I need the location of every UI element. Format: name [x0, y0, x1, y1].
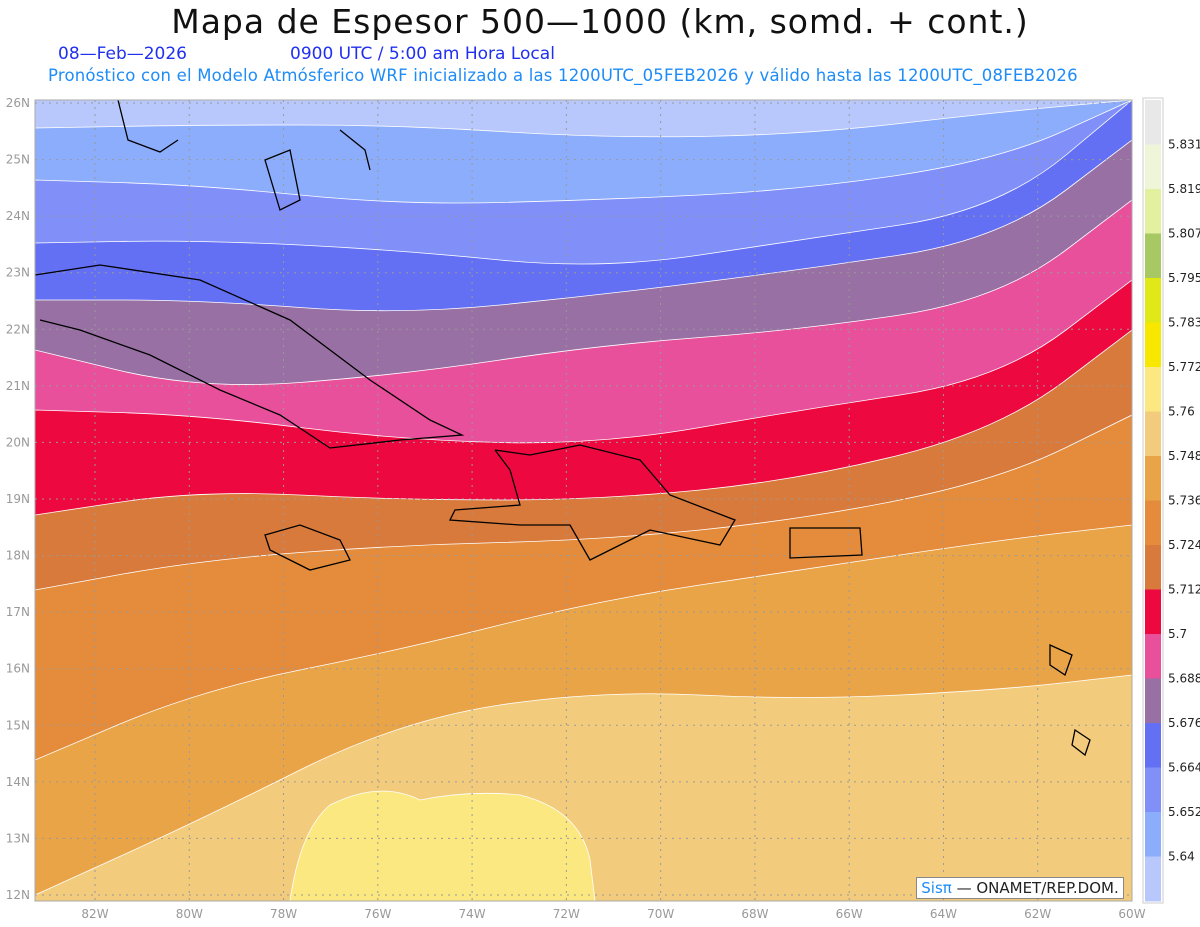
- credit-text: — ONAMET/REP.DOM.: [951, 879, 1119, 897]
- colorbar-swatch: [1145, 456, 1161, 501]
- colorbar-swatch: [1145, 723, 1161, 768]
- colorbar-swatch: [1145, 189, 1161, 234]
- lat-label: 17N: [6, 605, 30, 619]
- colorbar-label: 5.783: [1168, 316, 1200, 330]
- colorbar-swatch: [1145, 100, 1161, 145]
- coastline: [789, 527, 863, 559]
- colorbar-swatch: [1145, 634, 1161, 679]
- colorbar-label: 5.664: [1168, 761, 1200, 775]
- colorbar-swatch: [1145, 678, 1161, 724]
- forecast-time: 0900 UTC / 5:00 am Hora Local: [290, 44, 555, 64]
- lon-label: 62W: [1024, 907, 1051, 921]
- colorbar-swatch: [1145, 500, 1161, 546]
- model-subtitle: Pronóstico con el Modelo Atmósferico WRF…: [48, 66, 1078, 85]
- lon-label: 78W: [270, 907, 297, 921]
- colorbar-swatch: [1145, 144, 1161, 190]
- colorbar-label: 5.772: [1168, 360, 1200, 374]
- coastline: [264, 149, 301, 211]
- lon-label: 66W: [836, 907, 863, 921]
- lon-label: 76W: [364, 907, 391, 921]
- lat-label: 19N: [6, 492, 30, 506]
- colorbar-swatch: [1145, 545, 1161, 590]
- lon-label: 80W: [176, 907, 203, 921]
- colorbar-label: 5.7: [1168, 627, 1187, 641]
- colorbar-swatch: [1145, 589, 1161, 635]
- coastline: [1071, 728, 1091, 757]
- lat-label: 21N: [6, 379, 30, 393]
- lat-label: 25N: [6, 153, 30, 167]
- colorbar-swatch: [1145, 856, 1161, 902]
- lat-label: 20N: [6, 435, 30, 449]
- colorbar-swatch: [1145, 812, 1161, 857]
- thickness-band-5.76: [289, 790, 596, 901]
- lat-label: 13N: [6, 831, 30, 845]
- coastline: [448, 444, 736, 561]
- lat-label: 16N: [6, 662, 30, 676]
- lon-label: 74W: [459, 907, 486, 921]
- coastline: [264, 524, 351, 571]
- lat-label: 12N: [6, 888, 30, 902]
- lon-label: 68W: [741, 907, 768, 921]
- lat-label: 18N: [6, 549, 30, 563]
- lat-label: 14N: [6, 775, 30, 789]
- colorbar-label: 5.736: [1168, 494, 1200, 508]
- colorbar-swatch: [1145, 411, 1161, 457]
- lat-label: 26N: [6, 96, 30, 110]
- coastline: [117, 100, 179, 153]
- lat-label: 23N: [6, 266, 30, 280]
- colorbar-label: 5.807: [1168, 227, 1200, 241]
- colorbar-swatch: [1145, 233, 1161, 279]
- colorbar-label: 5.724: [1168, 538, 1200, 552]
- lat-label: 24N: [6, 209, 30, 223]
- forecast-date: 08—Feb—2026: [58, 44, 187, 64]
- lat-label: 15N: [6, 718, 30, 732]
- colorbar-label: 5.652: [1168, 805, 1200, 819]
- coastline: [1049, 643, 1073, 677]
- colorbar-swatch: [1145, 367, 1161, 412]
- lon-label: 64W: [930, 907, 957, 921]
- colorbar-label: 5.64: [1168, 850, 1195, 864]
- colorbar-label: 5.712: [1168, 583, 1200, 597]
- lon-label: 70W: [647, 907, 674, 921]
- colorbar-label: 5.795: [1168, 271, 1200, 285]
- colorbar-label: 5.748: [1168, 449, 1200, 463]
- colorbar-swatch: [1145, 322, 1161, 368]
- map-title: Mapa de Espesor 500—1000 (km, somd. + co…: [171, 2, 1029, 41]
- colorbar-swatch: [1145, 767, 1161, 813]
- colorbar-swatch: [1145, 278, 1161, 323]
- coastline: [339, 129, 371, 171]
- lat-label: 22N: [6, 322, 30, 336]
- colorbar-label: 5.76: [1168, 405, 1195, 419]
- colorbar-label: 5.676: [1168, 716, 1200, 730]
- colorbar-label: 5.819: [1168, 182, 1200, 196]
- map-frame: [34, 99, 1133, 902]
- sispi-logo: Sisπ: [921, 879, 952, 897]
- colorbar-label: 5.831: [1168, 138, 1200, 152]
- credit-box: Sisπ — ONAMET/REP.DOM.: [916, 877, 1124, 899]
- coastline: [35, 264, 465, 449]
- lon-label: 82W: [81, 907, 108, 921]
- colorbar-label: 5.688: [1168, 672, 1200, 686]
- lon-label: 72W: [553, 907, 580, 921]
- lon-label: 60W: [1118, 907, 1145, 921]
